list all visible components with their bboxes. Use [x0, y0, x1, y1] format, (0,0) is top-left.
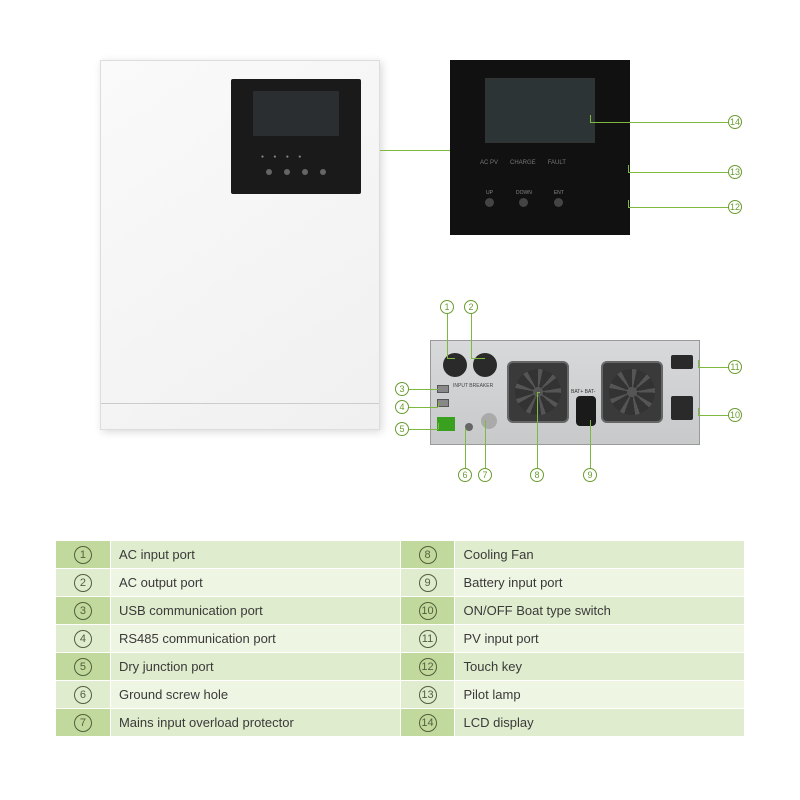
ac-output-port	[473, 353, 497, 377]
legend-row: 3USB communication port10ON/OFF Boat typ…	[56, 597, 745, 625]
front-touch-keys	[266, 169, 326, 175]
legend-desc: PV input port	[455, 625, 745, 653]
lamp-fault: FAULT	[548, 160, 566, 166]
legend-num: 3	[56, 597, 111, 625]
dry-junction-port	[437, 417, 455, 431]
legend-row: 2AC output port9Battery input port	[56, 569, 745, 597]
legend-num: 5	[56, 653, 111, 681]
legend-table: 1AC input port8Cooling Fan2AC output por…	[55, 540, 745, 737]
callout-7: 7	[478, 468, 492, 482]
ground-screw	[465, 423, 473, 431]
callout-5: 5	[395, 422, 409, 436]
callout-3: 3	[395, 382, 409, 396]
legend-num: 11	[400, 625, 455, 653]
battery-input-port	[576, 396, 596, 426]
legend-num: 9	[400, 569, 455, 597]
legend-row: 7Mains input overload protector14LCD dis…	[56, 709, 745, 737]
touch-key-up: UP	[485, 190, 494, 207]
touch-key-down: DOWN	[516, 190, 532, 207]
cooling-fan-2	[601, 361, 663, 423]
breaker-label: INPUT BREAKER	[453, 383, 493, 389]
front-status-row: ● ● ● ●	[261, 154, 305, 160]
callout-9: 9	[583, 468, 597, 482]
legend-desc: Pilot lamp	[455, 681, 745, 709]
legend-desc: Mains input overload protector	[110, 709, 400, 737]
legend-desc: AC output port	[110, 569, 400, 597]
legend-desc: Ground screw hole	[110, 681, 400, 709]
legend-num: 8	[400, 541, 455, 569]
callout-2: 2	[464, 300, 478, 314]
legend-desc: RS485 communication port	[110, 625, 400, 653]
callout-13: 13	[728, 165, 742, 179]
pilot-lamps: AC PV CHARGE FAULT	[480, 160, 566, 166]
front-lcd	[253, 91, 339, 136]
lamp-acpv: AC PV	[480, 160, 498, 166]
onoff-switch	[671, 396, 693, 420]
legend-desc: LCD display	[455, 709, 745, 737]
panel-zoom-line	[380, 150, 450, 151]
touch-key-row: UP DOWN ENT	[485, 190, 564, 207]
pv-input-port	[671, 355, 693, 369]
callout-12: 12	[728, 200, 742, 214]
legend-num: 4	[56, 625, 111, 653]
legend-row: 6Ground screw hole13Pilot lamp	[56, 681, 745, 709]
callout-14: 14	[728, 115, 742, 129]
legend-num: 2	[56, 569, 111, 597]
legend-row: 4RS485 communication port11PV input port	[56, 625, 745, 653]
callout-4: 4	[395, 400, 409, 414]
legend-row: 1AC input port8Cooling Fan	[56, 541, 745, 569]
legend-num: 1	[56, 541, 111, 569]
legend-desc: AC input port	[110, 541, 400, 569]
battery-label: BAT+ BAT-	[571, 389, 595, 395]
detail-panel: AC PV CHARGE FAULT UP DOWN ENT	[450, 60, 630, 235]
front-panel: ● ● ● ●	[231, 79, 361, 194]
usb-port	[437, 385, 449, 393]
legend-num: 12	[400, 653, 455, 681]
legend-desc: Dry junction port	[110, 653, 400, 681]
legend-num: 7	[56, 709, 111, 737]
legend-num: 6	[56, 681, 111, 709]
legend-desc: USB communication port	[110, 597, 400, 625]
legend-desc: ON/OFF Boat type switch	[455, 597, 745, 625]
callout-11: 11	[728, 360, 742, 374]
legend-num: 13	[400, 681, 455, 709]
lcd-display	[485, 78, 595, 143]
legend-desc: Cooling Fan	[455, 541, 745, 569]
lamp-charge: CHARGE	[510, 160, 536, 166]
legend-num: 14	[400, 709, 455, 737]
callout-8: 8	[530, 468, 544, 482]
legend-desc: Touch key	[455, 653, 745, 681]
diagram-area: ● ● ● ● AC PV CHARGE FAULT UP DOWN ENT I…	[0, 0, 800, 520]
overload-protector	[481, 413, 497, 429]
callout-6: 6	[458, 468, 472, 482]
legend-num: 10	[400, 597, 455, 625]
callout-1: 1	[440, 300, 454, 314]
legend-row: 5Dry junction port12Touch key	[56, 653, 745, 681]
main-unit: ● ● ● ●	[100, 60, 380, 430]
callout-10: 10	[728, 408, 742, 422]
touch-key-ent: ENT	[554, 190, 564, 207]
legend-desc: Battery input port	[455, 569, 745, 597]
